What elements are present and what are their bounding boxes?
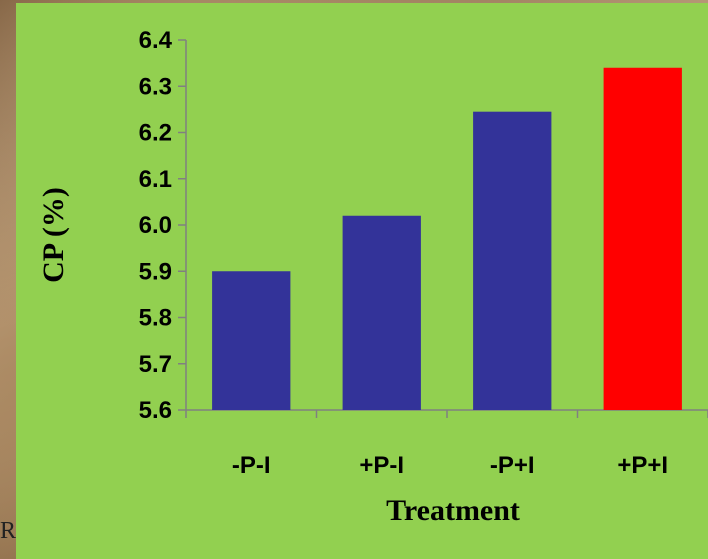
y-tick-label: 6.2 (139, 120, 172, 147)
x-tick-label: -P-I (232, 452, 271, 479)
x-tick-label: +P-I (359, 452, 404, 479)
chart-panel: 5.6 5.7 5.8 5.9 6.0 6.1 6.2 6.3 6.4 -P-I +P-I -P+I… (16, 3, 708, 559)
x-tick-labels: -P-I +P-I -P+I +P+I (232, 452, 668, 479)
x-tick-label: +P+I (617, 452, 668, 479)
bars (212, 67, 682, 410)
bar-chart: 5.6 5.7 5.8 5.9 6.0 6.1 6.2 6.3 6.4 -P-I +P-I -P+I… (37, 27, 708, 527)
y-tick-label: 6.3 (139, 73, 172, 100)
x-tick-label: -P+I (490, 452, 535, 479)
x-axis-title: Treatment (386, 494, 520, 527)
x-axis (185, 409, 708, 418)
y-tick-label: 6.4 (139, 27, 173, 54)
bar-2 (342, 215, 421, 410)
y-axis: 5.6 5.7 5.8 5.9 6.0 6.1 6.2 6.3 6.4 (139, 27, 187, 424)
y-tick-label: 5.6 (139, 397, 172, 424)
y-tick-label: 6.0 (139, 212, 172, 239)
y-tick-label: 5.9 (139, 258, 172, 285)
y-tick-label: 5.8 (139, 305, 172, 332)
bar-3 (473, 111, 552, 410)
bar-1 (212, 271, 291, 410)
bar-4 (603, 67, 682, 410)
y-axis-title: CP (%) (37, 187, 70, 283)
y-tick-label: 5.7 (139, 351, 172, 378)
y-tick-label: 6.1 (139, 166, 172, 193)
